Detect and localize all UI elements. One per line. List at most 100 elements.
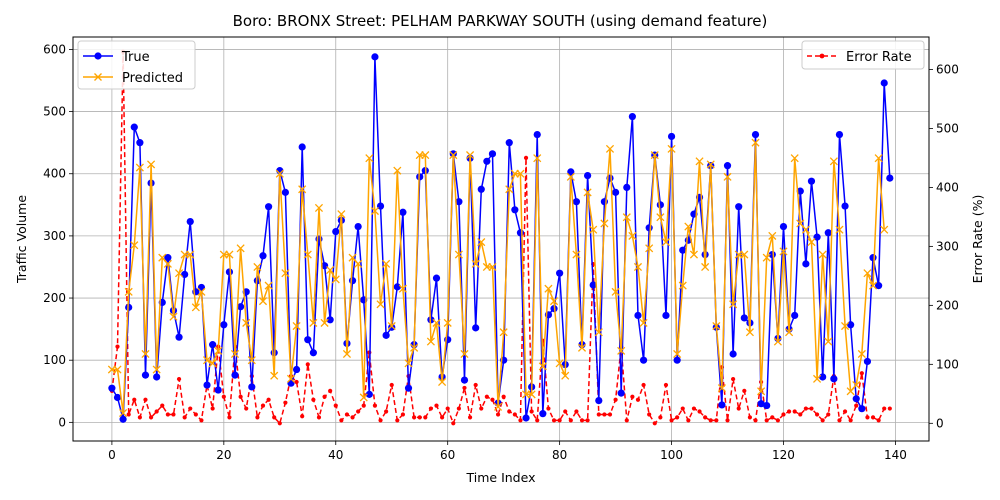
predicted-point xyxy=(689,250,699,259)
error-rate-point xyxy=(238,394,243,399)
error-rate-point xyxy=(311,397,316,402)
error-rate-point xyxy=(372,403,378,408)
error-rate-point xyxy=(826,412,831,417)
error-rate-point xyxy=(848,418,853,423)
predicted-point xyxy=(443,318,452,327)
true-point xyxy=(791,311,799,320)
y2-axis-title: Error Rate (%) xyxy=(970,195,985,284)
true-point xyxy=(539,410,547,418)
error-rate-point xyxy=(154,409,159,414)
error-rate-point xyxy=(176,376,182,382)
predicted-point xyxy=(723,172,732,181)
error-rate-point xyxy=(624,418,629,423)
true-point xyxy=(304,336,312,344)
error-rate-point xyxy=(356,409,361,414)
error-rate-point xyxy=(479,406,484,411)
error-rate-point xyxy=(143,397,148,402)
error-rate-point xyxy=(115,344,120,349)
true-point xyxy=(404,384,413,392)
predicted-point xyxy=(785,328,794,337)
error-rate-point xyxy=(686,418,691,423)
predicted-point xyxy=(152,365,161,374)
predicted-point xyxy=(214,346,223,355)
predicted-point xyxy=(488,262,497,272)
predicted-point xyxy=(202,356,212,365)
error-rate-point xyxy=(814,412,820,417)
predicted-point xyxy=(298,185,307,194)
error-rate-point xyxy=(148,415,154,420)
error-rate-point xyxy=(400,412,406,417)
true-point xyxy=(819,373,827,381)
legend-right-frame xyxy=(801,40,925,70)
predicted-point xyxy=(555,359,564,368)
predicted-point xyxy=(460,349,469,359)
y-axis-title: Traffic Volume xyxy=(14,195,29,284)
error-rate-point xyxy=(467,415,473,420)
error-rate-point xyxy=(339,418,344,423)
error-rate-point xyxy=(574,409,579,414)
true-point xyxy=(572,198,581,206)
error-rate-point xyxy=(333,403,338,408)
y-tick-label: 500 xyxy=(43,105,66,119)
true-point xyxy=(757,400,765,408)
true-point xyxy=(113,393,122,402)
true-point xyxy=(225,268,234,276)
predicted-point xyxy=(566,172,575,181)
x-tick-label: 120 xyxy=(772,448,795,462)
predicted-point xyxy=(594,328,603,337)
true-point xyxy=(584,172,592,180)
predicted-point xyxy=(611,287,620,296)
predicted-point xyxy=(236,244,245,253)
predicted-point xyxy=(471,259,480,268)
error-rate-point xyxy=(563,409,568,414)
error-rate-point xyxy=(753,418,758,423)
error-rate-point xyxy=(731,376,736,382)
true-point xyxy=(763,401,771,410)
predicted-point xyxy=(706,160,715,169)
predicted-point xyxy=(751,138,760,147)
predicted-point xyxy=(762,253,771,262)
error-rate-point xyxy=(266,397,271,402)
true-point xyxy=(830,375,838,383)
true-point xyxy=(628,112,636,121)
true-point xyxy=(556,269,564,277)
predicted-point xyxy=(538,362,547,371)
predicted-point xyxy=(398,284,407,293)
error-rate-point xyxy=(803,406,808,411)
error-rate-point xyxy=(742,388,747,393)
predicted-point xyxy=(337,210,346,219)
predicted-point xyxy=(286,374,296,383)
predicted-point xyxy=(270,371,279,380)
predicted-point xyxy=(527,390,536,399)
predicted-point xyxy=(505,185,514,194)
predicted-point xyxy=(600,219,609,228)
predicted-point xyxy=(113,365,122,374)
predicted-point xyxy=(673,349,682,359)
predicted-point xyxy=(292,321,301,331)
error-rate-point xyxy=(227,415,232,420)
error-rate-point xyxy=(798,412,803,417)
error-rate-point xyxy=(495,412,501,417)
true-point xyxy=(567,168,575,176)
true-point xyxy=(824,229,832,237)
predicted-point xyxy=(874,154,883,163)
error-rate-point xyxy=(882,406,887,411)
error-rate-point xyxy=(260,403,266,408)
predicted-point xyxy=(342,349,352,359)
error-rate-point xyxy=(568,418,573,423)
error-rate-point xyxy=(507,409,512,414)
true-point xyxy=(315,235,323,243)
error-rate-point xyxy=(663,382,669,388)
legend-error-label: Error Rate xyxy=(846,50,912,65)
true-point xyxy=(483,157,491,165)
predicted-point xyxy=(242,318,251,327)
predicted-point xyxy=(370,206,379,216)
true-point xyxy=(332,227,340,236)
error-rate-point xyxy=(395,418,400,423)
predicted-point xyxy=(622,213,631,222)
error-rate-point xyxy=(283,400,288,405)
true-point xyxy=(320,262,329,270)
plot-frame xyxy=(72,36,930,442)
true-point xyxy=(505,139,513,147)
predicted-point xyxy=(835,225,844,234)
